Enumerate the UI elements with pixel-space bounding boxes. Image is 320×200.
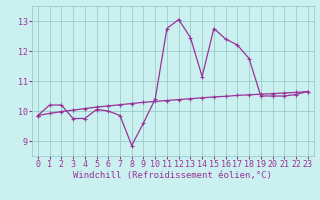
X-axis label: Windchill (Refroidissement éolien,°C): Windchill (Refroidissement éolien,°C) — [73, 171, 272, 180]
